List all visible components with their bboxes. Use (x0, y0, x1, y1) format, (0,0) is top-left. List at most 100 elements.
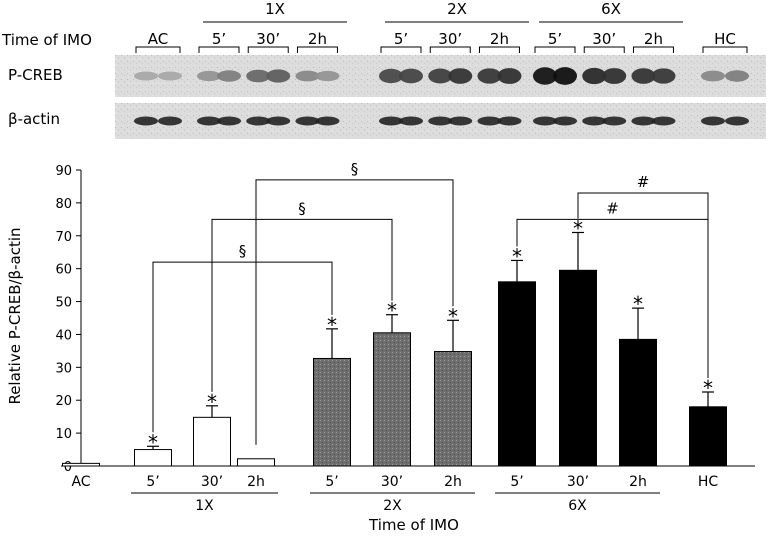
x-tick-label: 2h (247, 474, 265, 490)
x-tick-label: 5’ (325, 474, 338, 490)
significance-star: * (148, 430, 158, 454)
western-blot: Time of IMO AC 1X 5’ 30’ 2h 2X 5’ 30’ 2h 6X 5’ 30’ 2… (1, 0, 766, 139)
y-tick-label: 60 (55, 263, 72, 278)
blot-group-label: HC (714, 30, 736, 48)
x-tick-label: HC (698, 474, 719, 490)
blot-time-label: Time of IMO (1, 31, 92, 49)
comparison-bracket (577, 192, 709, 378)
blot-sub-label: 2h (644, 30, 663, 48)
blot-bracket (247, 46, 289, 53)
comparison-symbol: # (637, 173, 650, 191)
pcreb-band (246, 69, 271, 83)
x-tick-label: 5’ (146, 474, 159, 490)
blot-bracket (429, 46, 471, 53)
beta-actin-band (602, 116, 627, 126)
pcreb-band (582, 67, 607, 85)
significance-star: * (573, 216, 583, 240)
pcreb-band (428, 68, 453, 84)
bar (689, 406, 727, 467)
comparison-brackets: § § § # # (152, 160, 709, 445)
group-label: 1X (195, 498, 214, 514)
comparison-bracket (255, 179, 454, 445)
beta-actin-band (246, 116, 271, 126)
blot-bracket (534, 46, 576, 53)
blot-group-label: 2X (447, 0, 467, 18)
comparison-bracket (211, 218, 393, 392)
blot-sub-label: 2h (308, 30, 327, 48)
blot-sub-label: 30’ (438, 30, 462, 48)
y-tick-label: 70 (55, 230, 72, 245)
significance-star: * (633, 292, 643, 316)
x-tick-label: 30’ (201, 474, 223, 490)
x-tick-label: 2h (629, 474, 647, 490)
beta-actin-band (399, 116, 423, 126)
beta-actin-band (315, 116, 340, 126)
y-tick-label: 10 (55, 427, 72, 442)
bar (498, 281, 536, 467)
comparison-bracket (516, 218, 709, 378)
beta-actin-band (197, 116, 221, 126)
pcreb-band (497, 68, 522, 84)
pcreb-band (399, 68, 423, 84)
blot-group-label: 6X (601, 0, 621, 18)
beta-actin-band (701, 116, 725, 126)
y-tick-label: 50 (55, 296, 72, 311)
pcreb-band (602, 68, 627, 84)
pcreb-band (217, 70, 241, 82)
pcreb-band (158, 71, 182, 81)
beta-actin-band (533, 116, 557, 126)
blot-sub-label: 2h (490, 30, 509, 48)
blot-group-label: 1X (265, 0, 285, 18)
y-tick-label: 20 (55, 394, 72, 409)
blot-sub-label: 5’ (548, 30, 562, 48)
y-axis-label: Relative P-CREB/β-actin (6, 227, 24, 404)
pcreb-label: P-CREB (8, 66, 63, 84)
beta-actin-band (651, 116, 676, 126)
bar-chart: Relative P-CREB/β-actin 0 10 20 30 40 50 60 70 8… (6, 160, 755, 534)
x-tick-label: 30’ (381, 474, 403, 490)
beta-actin-band (266, 116, 291, 126)
bar (559, 269, 597, 467)
significance-star: * (512, 244, 522, 268)
x-axis: AC 5’ 30’ 2h 5’ 30’ 2h 5’ 30’ 2h HC 1X 2X 6X (61, 465, 755, 514)
y-axis: 0 10 20 30 40 50 60 70 80 90 (55, 164, 82, 475)
beta-actin-band (379, 116, 403, 126)
beta-actin-label: β-actin (8, 110, 60, 128)
pcreb-band (266, 69, 291, 83)
x-tick-label: AC (71, 474, 90, 490)
x-tick-label: 5’ (510, 474, 523, 490)
beta-actin-band (134, 116, 158, 126)
blot-bracket (478, 46, 520, 53)
pcreb-band (631, 68, 656, 84)
y-tick-label: 30 (55, 361, 72, 376)
beta-actin-bands (134, 116, 749, 126)
pcreb-band (553, 67, 577, 85)
comparison-symbol: § (239, 242, 247, 260)
beta-actin-band (428, 116, 453, 126)
blot-bracket (198, 46, 240, 53)
bar (237, 458, 275, 467)
pcreb-band (197, 70, 221, 82)
bars: * * * * * * * * * (62, 216, 727, 467)
blot-bracket (380, 46, 422, 53)
beta-actin-band (725, 116, 749, 126)
beta-actin-band (477, 116, 502, 126)
beta-actin-band (582, 116, 607, 126)
beta-actin-band (497, 116, 522, 126)
x-tick-label: 2h (444, 474, 462, 490)
blot-bracket (632, 46, 674, 53)
y-tick-label: 80 (55, 197, 72, 212)
comparison-symbol: § (298, 199, 306, 217)
y-tick-label: 90 (55, 164, 72, 179)
y-tick-label: 0 (64, 460, 72, 475)
x-tick-label: 30’ (567, 474, 589, 490)
pcreb-band (725, 70, 749, 82)
bar (619, 338, 657, 467)
bar (434, 351, 472, 467)
blot-group-labels: AC 1X 5’ 30’ 2h 2X 5’ 30’ 2h 6X 5’ 30’ 2h HC (135, 0, 748, 53)
pcreb-band (701, 70, 725, 82)
significance-star: * (327, 313, 337, 337)
beta-actin-band (631, 116, 656, 126)
comparison-symbol: # (606, 199, 619, 217)
